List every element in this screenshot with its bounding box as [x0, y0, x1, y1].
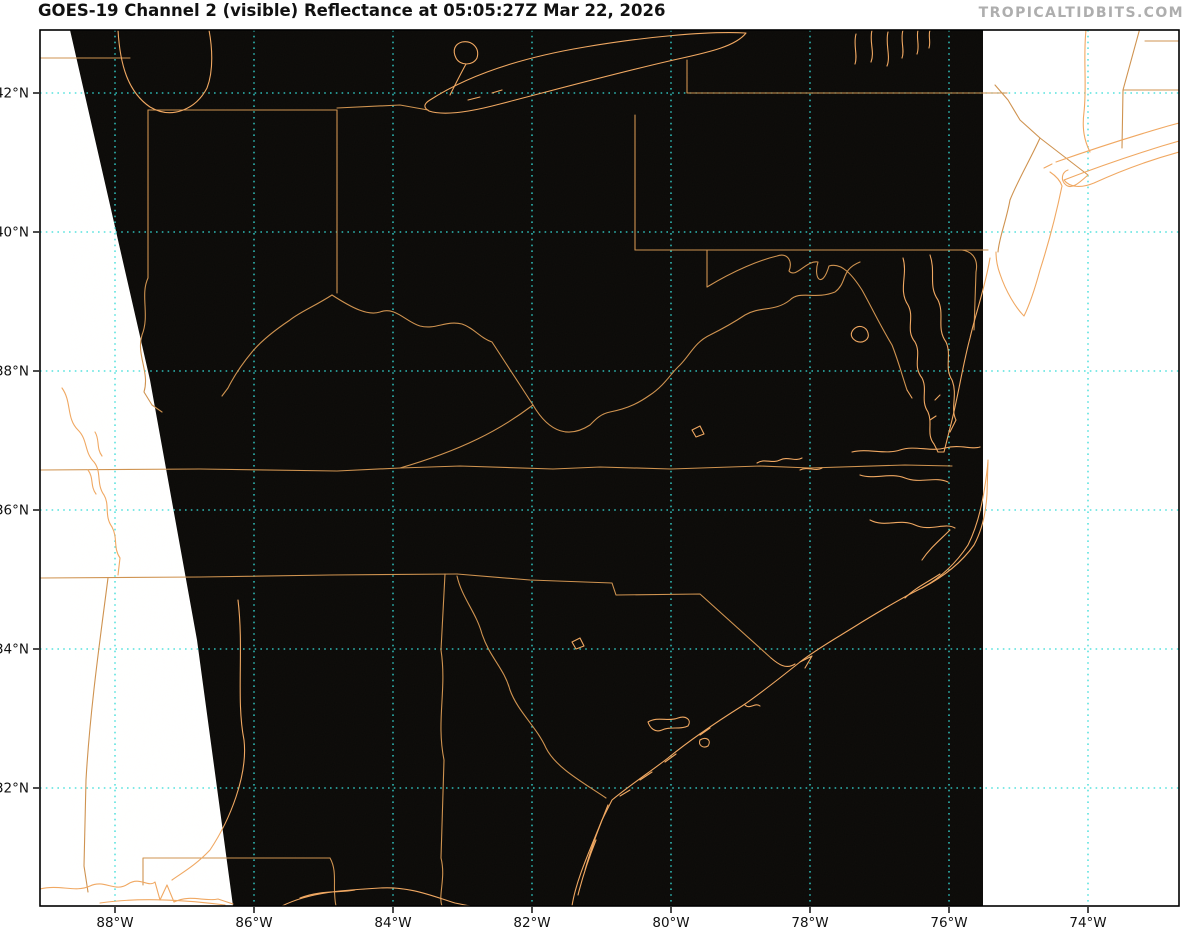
- longitude-label: 84°W: [374, 915, 411, 929]
- longitude-label: 86°W: [235, 915, 272, 929]
- image-title: GOES-19 Channel 2 (visible) Reflectance …: [38, 1, 666, 20]
- latitude-label: 38°N: [0, 364, 29, 380]
- latlon-gridlines: [40, 30, 1179, 906]
- latitude-label: 42°N: [0, 86, 29, 102]
- latitude-label: 36°N: [0, 503, 29, 519]
- state-borders: [40, 30, 1179, 906]
- map-frame: [39, 29, 1180, 907]
- longitude-label: 82°W: [513, 915, 550, 929]
- latitude-label: 32°N: [0, 781, 29, 797]
- latitude-label: 34°N: [0, 642, 29, 658]
- coastlines: [40, 30, 1179, 906]
- longitude-label: 80°W: [652, 915, 689, 929]
- axis-ticks-and-labels: 42°N 40°N 38°N 36°N 34°N 32°N 88°W 86°W 84°W 82°W…: [0, 86, 1107, 929]
- longitude-label: 76°W: [930, 915, 967, 929]
- watermark-tropicaltidbits: TROPICALTIDBITS.COM: [978, 5, 1184, 21]
- longitude-label: 78°W: [791, 915, 828, 929]
- latitude-label: 40°N: [0, 225, 29, 241]
- longitude-label: 88°W: [96, 915, 133, 929]
- longitude-label: 74°W: [1069, 915, 1106, 929]
